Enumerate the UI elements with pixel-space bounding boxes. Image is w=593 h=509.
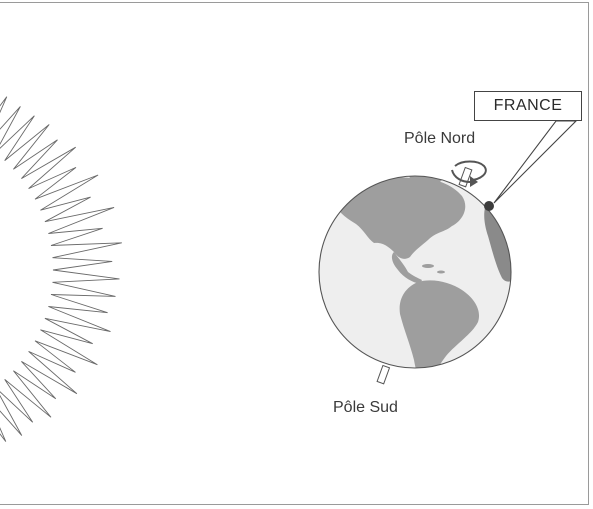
south-axis — [376, 364, 391, 385]
south-pole-label: Pôle Sud — [333, 399, 398, 416]
france-callout-pointer — [493, 120, 578, 204]
central-america — [391, 252, 422, 284]
north-pole-label: Pôle Nord — [404, 130, 476, 147]
south-america — [399, 280, 479, 368]
earth-globe — [318, 120, 578, 385]
sun-icon — [0, 96, 122, 442]
north-axis — [458, 166, 473, 188]
france-dot — [484, 201, 494, 211]
rotation-arrow-icon — [451, 160, 487, 187]
france-label: FRANCE — [474, 91, 582, 121]
north-america — [336, 177, 466, 259]
